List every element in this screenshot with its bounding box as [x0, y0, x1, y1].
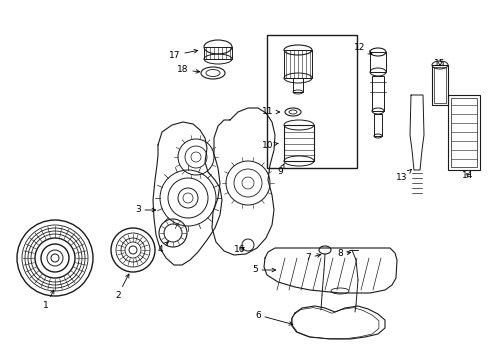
Text: 16: 16: [234, 246, 245, 255]
Bar: [433, 67, 445, 103]
Bar: [369, 52, 385, 72]
Text: 7: 7: [305, 253, 320, 262]
Text: 15: 15: [433, 58, 445, 68]
Text: 18: 18: [177, 66, 199, 75]
Bar: [284, 50, 311, 78]
Bar: [373, 114, 381, 136]
Bar: [284, 125, 313, 161]
Text: 9: 9: [277, 163, 284, 176]
Bar: [292, 78, 303, 92]
Text: 14: 14: [461, 171, 473, 180]
Text: 6: 6: [255, 310, 292, 325]
Text: 2: 2: [115, 274, 129, 300]
Text: 3: 3: [135, 206, 155, 215]
Bar: [447, 95, 479, 170]
Text: 5: 5: [252, 266, 275, 274]
Bar: [450, 98, 476, 167]
Bar: [266, 35, 356, 168]
Text: 13: 13: [395, 170, 410, 183]
Text: 8: 8: [336, 249, 350, 258]
Text: 10: 10: [262, 140, 278, 149]
Bar: [371, 76, 383, 111]
Text: 17: 17: [169, 49, 197, 59]
Text: 12: 12: [354, 44, 371, 54]
Text: 4: 4: [157, 242, 168, 255]
Text: 1: 1: [43, 290, 54, 310]
Bar: [431, 65, 447, 105]
Text: 11: 11: [262, 108, 279, 117]
Bar: [203, 47, 231, 59]
